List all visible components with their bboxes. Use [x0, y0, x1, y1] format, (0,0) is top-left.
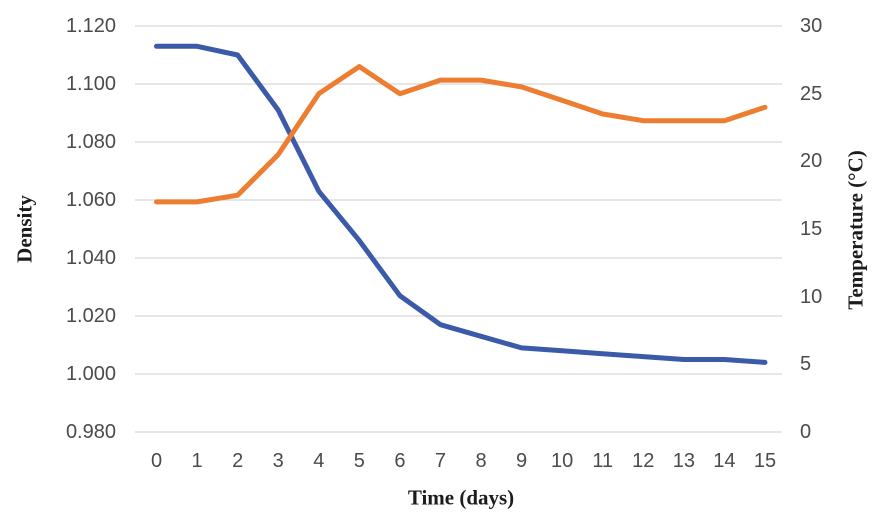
left-axis-tick-label: 0.980	[65, 421, 116, 443]
x-axis-title: Time (days)	[407, 485, 515, 510]
right-axis-tick-label: 25	[800, 82, 823, 105]
x-axis-tick-label: 9	[516, 450, 528, 472]
left-axis-tick-label: 1.020	[65, 305, 116, 327]
x-axis-tick-label: 11	[592, 450, 614, 472]
right-axis-title: Temperature (°C)	[843, 150, 868, 310]
left-axis-tick-label: 1.000	[65, 363, 116, 385]
right-axis-tick-label: 30	[800, 15, 823, 37]
x-axis-tick-label: 2	[232, 450, 244, 472]
x-axis-tick-label: 7	[434, 450, 447, 472]
x-axis-tick-label: 10	[551, 450, 574, 472]
right-axis-tick-label: 5	[800, 353, 812, 376]
x-axis-tick-label: 12	[632, 450, 655, 472]
x-axis-tick-label: 4	[313, 450, 325, 472]
x-axis-tick-label: 6	[394, 450, 406, 472]
left-axis-tick-label: 1.040	[65, 247, 116, 269]
left-axis-tick-label: 1.060	[65, 189, 116, 211]
series-line-density	[154, 43, 768, 365]
left-axis-tick-label: 1.080	[65, 131, 116, 153]
x-axis-tick-label: 8	[475, 450, 487, 472]
x-axis-tick-label: 14	[713, 450, 736, 472]
left-axis-tick-label: 1.100	[65, 73, 116, 95]
x-axis-tick-label: 5	[353, 450, 365, 472]
right-axis-tick-label: 15	[800, 218, 823, 240]
right-axis-tick-label: 20	[800, 150, 823, 173]
right-axis-tick-label: 10	[800, 285, 823, 308]
x-axis-tick-label: 1	[191, 450, 203, 472]
left-axis-tick-label: 1.120	[65, 15, 116, 37]
x-axis-tick-label: 13	[672, 450, 695, 472]
right-axis-tick-label: 0	[800, 421, 812, 443]
x-axis-tick-label: 15	[753, 450, 777, 472]
x-axis-tick-label: 0	[150, 450, 163, 472]
x-axis-tick-label: 3	[272, 450, 284, 472]
left-axis-title: Density	[12, 195, 37, 263]
series-line-temperature	[154, 64, 768, 205]
